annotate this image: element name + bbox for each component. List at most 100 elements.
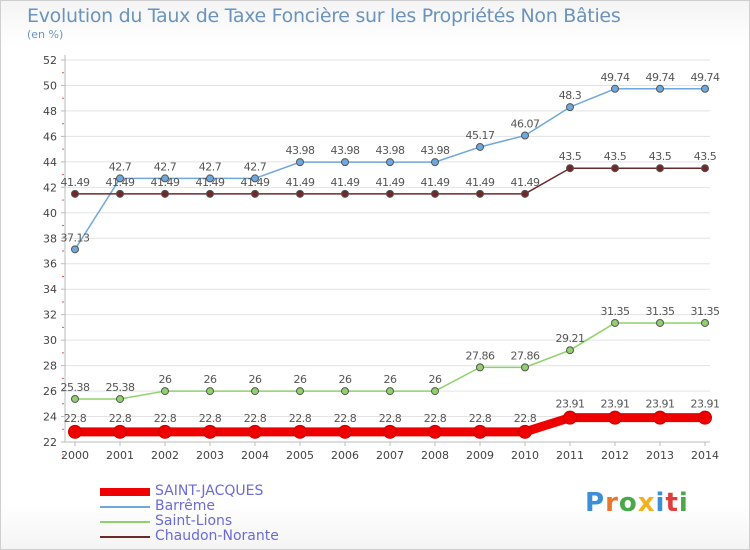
series-point xyxy=(611,164,619,173)
series-point xyxy=(566,346,574,355)
data-label: 41.49 xyxy=(331,176,360,189)
series-point xyxy=(656,84,664,93)
series-point xyxy=(71,245,79,254)
data-label: 23.91 xyxy=(646,398,675,411)
data-label: 46.07 xyxy=(511,118,540,131)
legend-label: Chaudon-Norante xyxy=(155,528,279,544)
data-label: 22.8 xyxy=(379,412,402,425)
x-tick-label: 2001 xyxy=(106,449,134,462)
series-point xyxy=(206,189,214,198)
y-tick-label: 36 xyxy=(43,258,57,271)
data-label: 25.38 xyxy=(61,381,90,394)
y-tick-label: 38 xyxy=(43,232,57,245)
series-point xyxy=(521,189,529,198)
data-label: 26 xyxy=(249,373,262,386)
series-point xyxy=(701,84,709,93)
series-point xyxy=(428,424,442,439)
series-point xyxy=(296,189,304,198)
data-label: 26 xyxy=(294,373,307,386)
legend-item: Saint-Lions xyxy=(100,514,279,529)
data-label: 22.8 xyxy=(289,412,312,425)
data-label: 25.38 xyxy=(106,381,135,394)
data-label: 22.8 xyxy=(469,412,492,425)
data-label: 41.49 xyxy=(286,176,315,189)
data-label: 41.49 xyxy=(196,176,225,189)
chart-title: Evolution du Taux de Taxe Foncière sur l… xyxy=(27,5,621,27)
x-tick-label: 2008 xyxy=(421,449,449,462)
legend-item: Chaudon-Norante xyxy=(100,529,279,544)
data-label: 45.17 xyxy=(466,129,495,142)
series-point xyxy=(431,158,439,167)
data-label: 23.91 xyxy=(691,398,720,411)
data-label: 22.8 xyxy=(109,412,132,425)
series-point xyxy=(203,424,217,439)
data-label: 43.98 xyxy=(286,144,315,157)
proxiti-logo: Proxiti xyxy=(585,488,689,518)
legend-label: SAINT-JACQUES xyxy=(155,483,264,499)
data-label: 26 xyxy=(384,373,397,386)
series-point xyxy=(116,189,124,198)
x-tick-label: 2006 xyxy=(331,449,359,462)
data-label: 26 xyxy=(204,373,217,386)
series-point xyxy=(341,158,349,167)
series-point xyxy=(158,424,172,439)
data-label: 43.98 xyxy=(331,144,360,157)
legend-swatch xyxy=(100,535,150,538)
data-label: 41.49 xyxy=(61,176,90,189)
data-label: 23.91 xyxy=(601,398,630,411)
series-point xyxy=(341,189,349,198)
y-tick-label: 46 xyxy=(43,130,57,143)
data-label: 42.7 xyxy=(154,160,177,173)
y-tick-label: 26 xyxy=(43,385,57,398)
y-tick-label: 28 xyxy=(43,360,57,373)
legend: SAINT-JACQUES Barrême Saint-Lions Chaudon-N… xyxy=(100,484,279,544)
series-point xyxy=(431,189,439,198)
y-tick-label: 30 xyxy=(43,334,57,347)
series-point xyxy=(161,387,169,396)
series-point xyxy=(608,410,622,425)
x-tick-label: 2009 xyxy=(466,449,494,462)
series-point xyxy=(701,164,709,173)
series-point xyxy=(476,363,484,372)
legend-swatch xyxy=(100,487,150,496)
series-point xyxy=(566,164,574,173)
series-point xyxy=(251,387,259,396)
series-point xyxy=(248,424,262,439)
data-label: 22.8 xyxy=(424,412,447,425)
series-point xyxy=(293,424,307,439)
series-point xyxy=(698,410,712,425)
y-tick-label: 42 xyxy=(43,181,57,194)
series-point xyxy=(656,318,664,327)
x-tick-label: 2007 xyxy=(376,449,404,462)
y-tick-label: 22 xyxy=(43,436,57,449)
x-tick-label: 2010 xyxy=(511,449,539,462)
y-tick-label: 48 xyxy=(43,105,57,118)
series-point xyxy=(518,424,532,439)
series-point xyxy=(563,410,577,425)
series-point xyxy=(653,410,667,425)
data-label: 41.49 xyxy=(511,176,540,189)
data-label: 43.5 xyxy=(604,150,627,163)
data-label: 22.8 xyxy=(514,412,537,425)
data-label: 49.74 xyxy=(646,71,675,84)
x-tick-label: 2003 xyxy=(196,449,224,462)
y-tick-label: 24 xyxy=(43,411,57,424)
y-tick-label: 44 xyxy=(43,156,57,169)
y-tick-label: 52 xyxy=(43,54,57,67)
data-label: 37.13 xyxy=(61,231,90,244)
series-point xyxy=(161,189,169,198)
data-label: 43.5 xyxy=(694,150,717,163)
data-label: 23.91 xyxy=(556,398,585,411)
series-point xyxy=(206,387,214,396)
legend-item: SAINT-JACQUES xyxy=(100,484,279,499)
legend-label: Saint-Lions xyxy=(155,513,233,529)
data-label: 41.49 xyxy=(151,176,180,189)
data-label: 41.49 xyxy=(421,176,450,189)
series-point xyxy=(521,363,529,372)
data-label: 22.8 xyxy=(64,412,87,425)
x-tick-label: 2014 xyxy=(691,449,719,462)
data-label: 41.49 xyxy=(241,176,270,189)
data-label: 22.8 xyxy=(244,412,267,425)
